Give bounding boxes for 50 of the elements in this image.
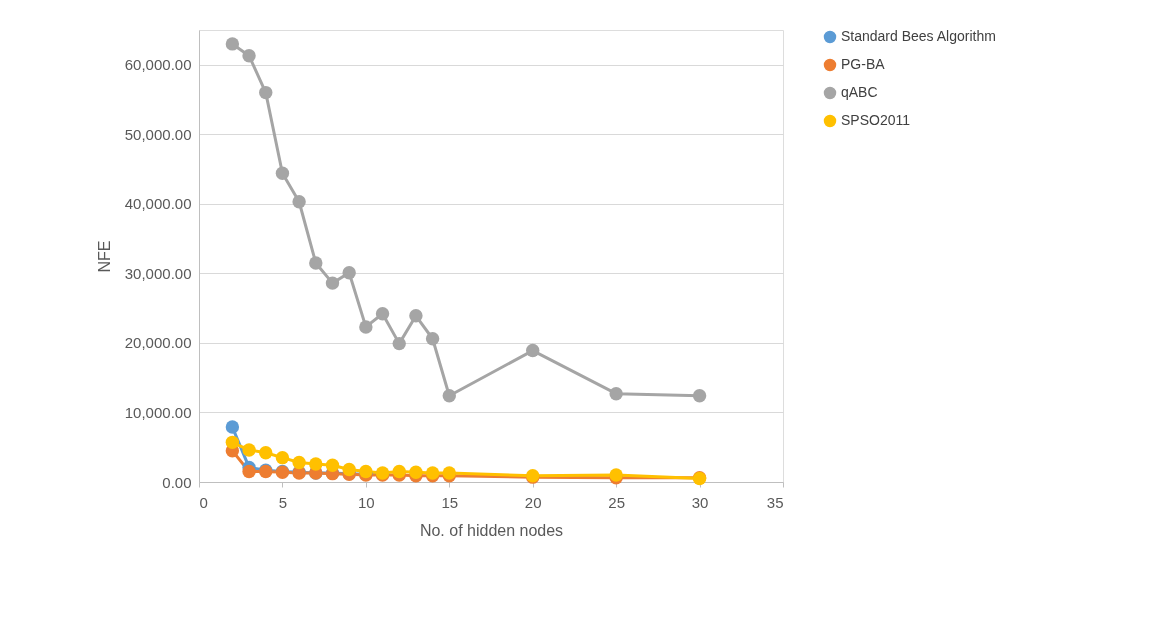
legend-label: Standard Bees Algorithm [841, 28, 996, 44]
point [259, 446, 273, 460]
point [392, 336, 406, 351]
x-tick-label: 15 [441, 493, 459, 511]
x-axis-title: No. of hidden nodes [419, 521, 564, 539]
point [425, 332, 440, 346]
point [225, 420, 240, 434]
y-tick-label: 10,000.00 [124, 403, 192, 421]
y-tick-label: 0.00 [162, 473, 192, 491]
y-tick-label: 30,000.00 [124, 264, 192, 282]
legend-label: PG-BA [841, 56, 886, 72]
legend-label: SPSO2011 [841, 112, 911, 128]
point [325, 458, 340, 473]
point [292, 195, 306, 209]
x-tick-label: 20 [524, 493, 542, 511]
point [526, 343, 540, 358]
point [442, 389, 456, 403]
point [225, 37, 240, 51]
point [392, 464, 406, 479]
y-tick-label: 40,000.00 [124, 195, 192, 213]
point [359, 320, 373, 334]
point [375, 307, 390, 321]
point [692, 389, 707, 403]
point [242, 443, 256, 457]
point [342, 462, 356, 477]
y-tick-label: 50,000.00 [124, 125, 192, 143]
y-tick-label: 60,000.00 [124, 56, 192, 74]
y-axis-title: NFE [95, 240, 113, 273]
point [242, 464, 256, 479]
point [292, 455, 306, 470]
x-tick-label: 0 [199, 493, 208, 511]
point [309, 457, 323, 471]
x-tick-label: 5 [278, 493, 288, 511]
x-tick-label: 10 [358, 493, 375, 511]
y-tick-label: 20,000.00 [124, 334, 192, 352]
point [259, 85, 273, 100]
point [275, 450, 290, 465]
point [609, 386, 623, 401]
legend-label: qABC [841, 84, 878, 100]
x-tick-label: 25 [608, 493, 625, 511]
point [342, 265, 356, 280]
point [409, 465, 423, 479]
point [242, 49, 256, 63]
point [325, 276, 340, 290]
x-tick-label: 35 [766, 493, 784, 511]
point [309, 256, 323, 270]
x-tick-label: 30 [691, 493, 709, 511]
point [409, 309, 423, 323]
point [275, 166, 290, 180]
point [225, 435, 240, 450]
